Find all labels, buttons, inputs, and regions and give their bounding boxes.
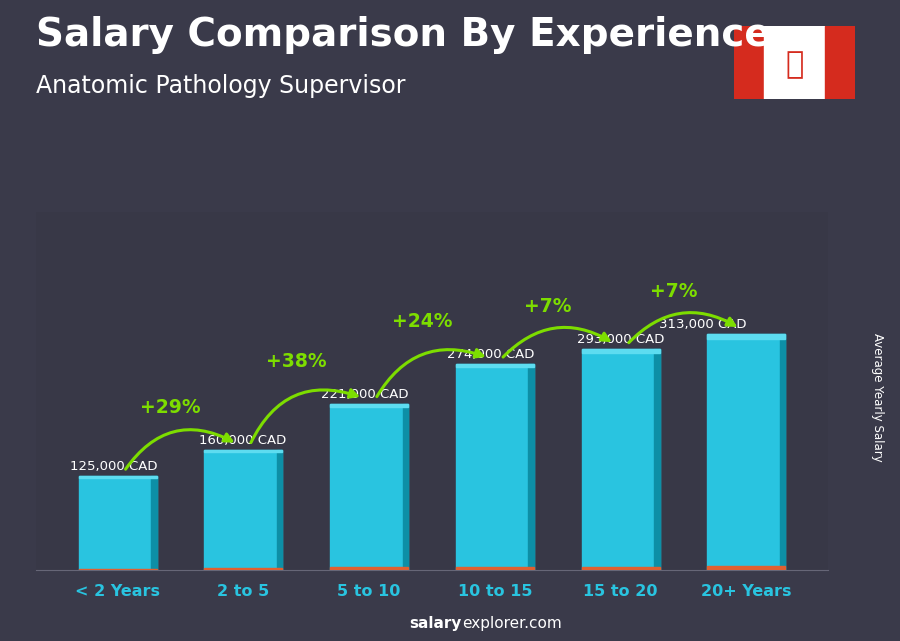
Text: +7%: +7% xyxy=(650,282,698,301)
Bar xyxy=(581,567,660,570)
Bar xyxy=(707,335,786,570)
Bar xyxy=(824,26,855,99)
Bar xyxy=(528,363,534,570)
Text: +38%: +38% xyxy=(266,352,327,370)
Text: salary: salary xyxy=(410,617,462,631)
Bar xyxy=(330,404,408,570)
Bar xyxy=(78,569,157,570)
Bar xyxy=(204,569,283,570)
Bar xyxy=(402,404,408,570)
Bar xyxy=(204,450,283,452)
Bar xyxy=(151,476,157,570)
Bar xyxy=(330,567,408,570)
Text: explorer.com: explorer.com xyxy=(462,617,562,631)
Text: Average Yearly Salary: Average Yearly Salary xyxy=(871,333,884,462)
Text: 293,000 CAD: 293,000 CAD xyxy=(577,333,664,346)
Text: 125,000 CAD: 125,000 CAD xyxy=(70,460,158,473)
Text: +24%: +24% xyxy=(392,312,452,331)
Bar xyxy=(456,363,534,570)
Bar xyxy=(78,476,157,570)
Bar xyxy=(581,349,660,570)
Bar xyxy=(330,404,408,407)
Bar xyxy=(764,26,824,99)
Text: 🍁: 🍁 xyxy=(785,50,804,79)
Text: Salary Comparison By Experience: Salary Comparison By Experience xyxy=(36,16,770,54)
Bar xyxy=(581,349,660,353)
Text: 221,000 CAD: 221,000 CAD xyxy=(321,388,409,401)
Text: Anatomic Pathology Supervisor: Anatomic Pathology Supervisor xyxy=(36,74,406,97)
Text: +29%: +29% xyxy=(140,397,201,417)
Bar xyxy=(734,26,764,99)
Bar xyxy=(456,363,534,367)
Text: +7%: +7% xyxy=(524,297,572,317)
Bar xyxy=(654,349,660,570)
Bar xyxy=(779,335,786,570)
Text: 313,000 CAD: 313,000 CAD xyxy=(659,319,746,331)
Bar xyxy=(204,450,283,570)
Text: 274,000 CAD: 274,000 CAD xyxy=(447,347,535,361)
Bar xyxy=(707,335,786,338)
Bar xyxy=(78,476,157,478)
Bar xyxy=(456,567,534,570)
Text: 160,000 CAD: 160,000 CAD xyxy=(200,434,287,447)
Bar xyxy=(277,450,283,570)
Bar xyxy=(707,566,786,570)
